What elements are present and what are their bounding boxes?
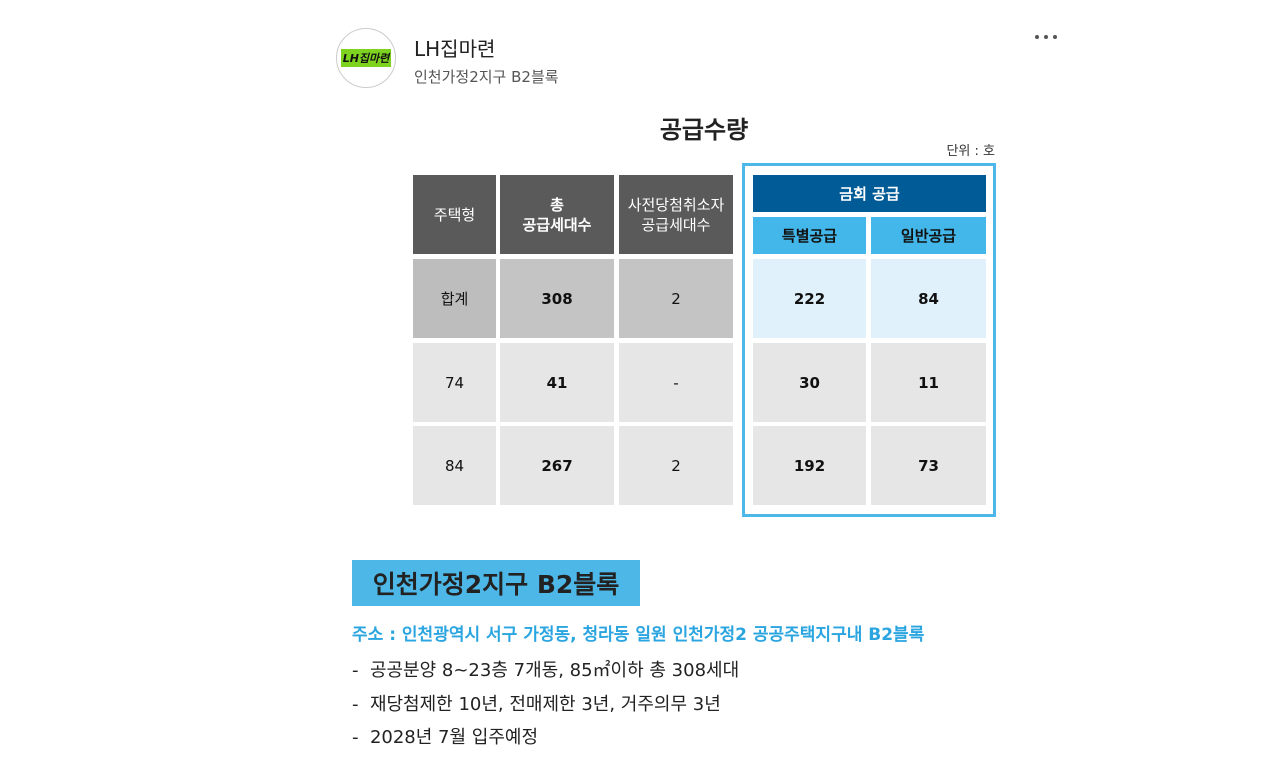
table-cell: 74 bbox=[413, 343, 496, 422]
cell-text: 74 bbox=[444, 373, 465, 392]
table-cell: 2 bbox=[619, 426, 733, 505]
address: 주소 : 인천광역시 서구 가정동, 청라동 일원 인천가정2 공공주택지구내 … bbox=[352, 625, 925, 645]
avatar[interactable]: LH집마련 bbox=[336, 28, 396, 88]
cell-text: 192 bbox=[793, 456, 826, 475]
unit-label: 단위 : 호 bbox=[946, 144, 995, 159]
account-name[interactable]: LH집마련 bbox=[414, 37, 496, 61]
logo-text: LH집마련 bbox=[340, 49, 392, 67]
account-subtitle: 인천가정2지구 B2블록 bbox=[414, 68, 559, 86]
column-header: 주택형 bbox=[413, 175, 496, 254]
cell-text: 금회 공급 bbox=[839, 184, 900, 203]
more-menu[interactable] bbox=[1032, 30, 1062, 44]
table-cell: 30 bbox=[753, 343, 866, 422]
table-cell: 2 bbox=[619, 259, 733, 338]
cell-text: 11 bbox=[918, 373, 939, 392]
current-supply-box bbox=[742, 163, 996, 517]
info-item: - 2028년 7월 입주예정 bbox=[352, 727, 539, 748]
cell-text: 특별공급 bbox=[781, 226, 838, 245]
group-header: 금회 공급 bbox=[753, 175, 986, 212]
info-item: - 공공분양 8~23층 7개동, 85㎡이하 총 308세대 bbox=[352, 660, 740, 681]
cell-text: 41 bbox=[546, 373, 568, 392]
cell-text: 84 bbox=[444, 456, 465, 475]
cell-text: 84 bbox=[918, 289, 939, 308]
cell-text: 공급세대수 bbox=[522, 215, 592, 234]
table-cell: 합계 bbox=[413, 259, 496, 338]
table-cell: 41 bbox=[500, 343, 614, 422]
sub-header: 일반공급 bbox=[871, 217, 986, 254]
table-cell: 84 bbox=[413, 426, 496, 505]
cell-text: 공급세대수 bbox=[641, 215, 711, 234]
info-item: - 재당첨제한 10년, 전매제한 3년, 거주의무 3년 bbox=[352, 693, 721, 715]
column-header: 사전당첨취소자 공급세대수 bbox=[619, 175, 733, 254]
table-cell: 267 bbox=[500, 426, 614, 505]
cell-text: 30 bbox=[799, 373, 820, 392]
section-heading: 인천가정2지구 B2블록 bbox=[352, 560, 640, 606]
cell-text: 222 bbox=[793, 289, 826, 308]
table-cell: 192 bbox=[753, 426, 866, 505]
cell-text: 사전당첨취소자 bbox=[627, 195, 725, 214]
cell-text: 73 bbox=[918, 456, 939, 475]
table-cell: 84 bbox=[871, 259, 986, 338]
table-cell: - bbox=[619, 343, 733, 422]
table-cell: 222 bbox=[753, 259, 866, 338]
table-cell: 11 bbox=[871, 343, 986, 422]
table-title: 공급수량 bbox=[659, 116, 749, 144]
cell-text: 주택형 bbox=[433, 205, 476, 224]
cell-text: 2 bbox=[671, 456, 681, 475]
cell-text: - bbox=[673, 373, 679, 392]
cell-text: 2 bbox=[671, 289, 681, 308]
table-cell: 308 bbox=[500, 259, 614, 338]
cell-text: 합계 bbox=[440, 289, 469, 308]
table-cell: 73 bbox=[871, 426, 986, 505]
cell-text: 267 bbox=[541, 456, 573, 475]
column-header: 총 공급세대수 bbox=[500, 175, 614, 254]
cell-text: 일반공급 bbox=[900, 226, 957, 245]
sub-header: 특별공급 bbox=[753, 217, 866, 254]
cell-text: 총 bbox=[550, 195, 564, 214]
cell-text: 308 bbox=[541, 289, 573, 308]
